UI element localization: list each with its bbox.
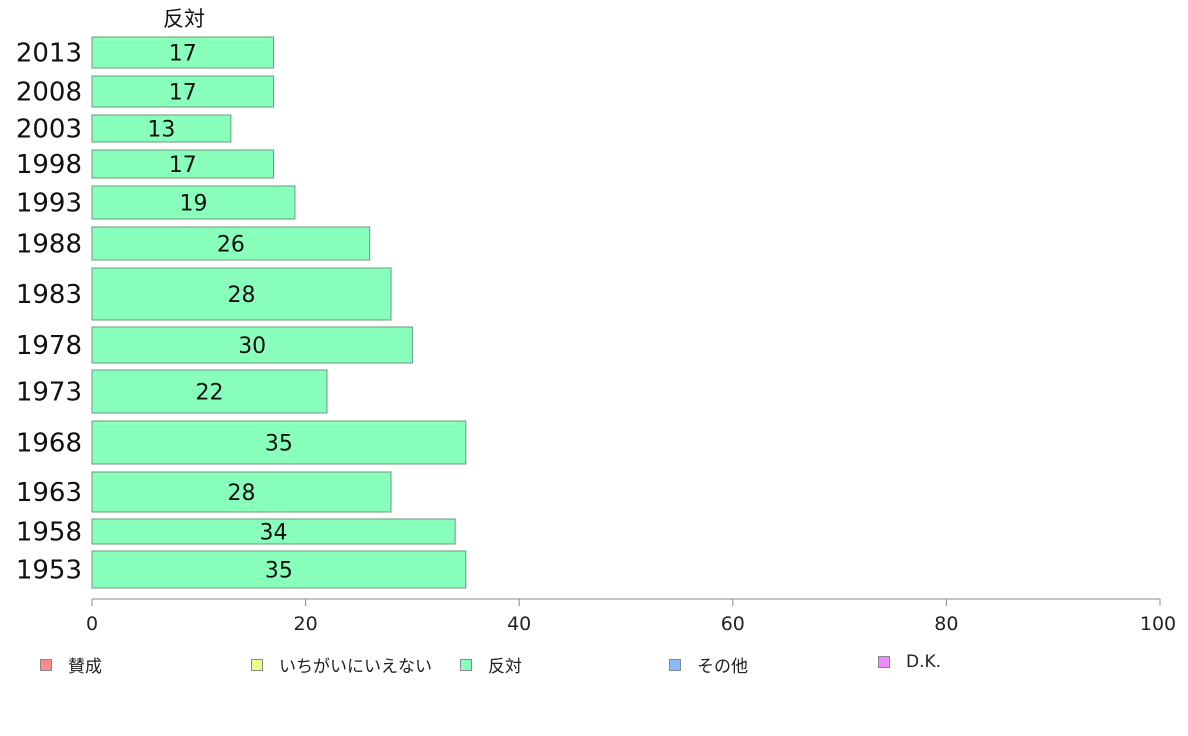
category-label-1983: 1983 xyxy=(16,280,82,310)
bar-1963 xyxy=(91,471,392,513)
data-label-1983: 28 xyxy=(228,283,256,308)
bar-2008 xyxy=(91,75,275,108)
legend-swatch xyxy=(251,658,263,671)
legend: 賛成 いちがいにいえない 反対 その他 D.K. xyxy=(0,652,1188,677)
x-tick-label-20: 20 xyxy=(294,613,318,635)
bar-chart: 反対 2013 17 2008 17 2003 13 1998 17 1993 19 1988 26 1… xyxy=(16,7,1176,635)
category-label-1998: 1998 xyxy=(16,150,82,180)
category-label-2013: 2013 xyxy=(16,39,82,69)
category-label-1973: 1973 xyxy=(16,378,82,408)
bar-2003 xyxy=(91,114,232,143)
bar-1988 xyxy=(91,226,371,261)
legend-label: いちがいにいえない xyxy=(279,657,432,677)
legend-label: D.K. xyxy=(906,652,942,672)
category-label-1958: 1958 xyxy=(16,518,82,548)
data-label-1973: 22 xyxy=(195,381,223,406)
category-label-1993: 1993 xyxy=(16,189,82,219)
legend-swatch xyxy=(878,656,890,668)
bar-1973 xyxy=(91,369,328,414)
category-label-1968: 1968 xyxy=(16,429,82,459)
x-tick-label-0: 0 xyxy=(86,613,98,635)
bar-1998 xyxy=(91,149,275,179)
x-tick-label-60: 60 xyxy=(721,613,745,635)
legend-item-3: その他 xyxy=(669,652,748,677)
x-tick-label-100: 100 xyxy=(1140,613,1176,635)
x-tick-label-40: 40 xyxy=(507,613,531,635)
legend-label: その他 xyxy=(697,657,748,677)
bar-1983 xyxy=(91,267,392,321)
category-label-2008: 2008 xyxy=(16,78,82,108)
data-label-1953: 35 xyxy=(265,559,293,584)
category-label-1963: 1963 xyxy=(16,478,82,508)
data-label-2008: 17 xyxy=(169,81,197,106)
legend-label: 反対 xyxy=(488,657,522,677)
data-label-1993: 19 xyxy=(179,192,207,217)
category-label-1988: 1988 xyxy=(16,230,82,260)
data-label-1988: 26 xyxy=(217,233,245,258)
data-label-1958: 34 xyxy=(260,521,288,546)
legend-item-2: 反対 xyxy=(460,652,522,677)
bar-1978 xyxy=(91,326,413,364)
legend-item-1: いちがいにいえない xyxy=(251,652,432,677)
bar-1993 xyxy=(91,185,296,220)
category-label-1953: 1953 xyxy=(16,556,82,586)
chart-title: 反対 xyxy=(163,7,205,31)
data-label-1963: 28 xyxy=(228,481,256,506)
bar-1953 xyxy=(91,550,467,589)
category-label-2003: 2003 xyxy=(16,115,82,145)
bar-1968 xyxy=(91,420,467,465)
data-label-2013: 17 xyxy=(169,42,197,67)
data-label-2003: 13 xyxy=(147,118,175,143)
bar-1958 xyxy=(91,518,456,545)
data-label-1978: 30 xyxy=(238,334,266,359)
legend-swatch xyxy=(40,658,52,671)
x-tick-label-80: 80 xyxy=(934,613,958,635)
legend-swatch xyxy=(669,658,681,671)
bar-2013 xyxy=(91,36,275,69)
data-label-1998: 17 xyxy=(169,153,197,178)
legend-swatch xyxy=(460,658,472,671)
legend-item-4: D.K. xyxy=(878,652,941,672)
category-label-1978: 1978 xyxy=(16,331,82,361)
data-label-1968: 35 xyxy=(265,432,293,457)
legend-item-0: 賛成 xyxy=(40,652,102,677)
legend-label: 賛成 xyxy=(68,657,102,677)
